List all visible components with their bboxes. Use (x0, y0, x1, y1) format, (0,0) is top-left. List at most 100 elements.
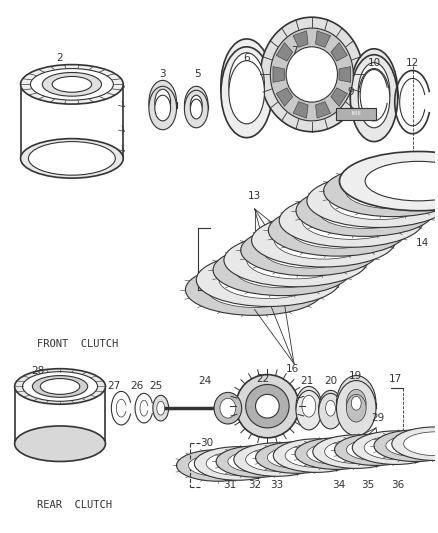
Ellipse shape (255, 442, 339, 473)
Text: 26: 26 (131, 382, 144, 391)
Ellipse shape (32, 376, 88, 397)
Ellipse shape (392, 427, 438, 461)
Ellipse shape (364, 436, 427, 459)
Ellipse shape (274, 222, 373, 259)
Text: 12: 12 (406, 58, 419, 68)
Ellipse shape (191, 95, 202, 115)
Ellipse shape (21, 64, 123, 104)
Text: 13: 13 (248, 191, 261, 201)
Ellipse shape (358, 69, 390, 128)
Ellipse shape (335, 434, 417, 465)
Polygon shape (273, 67, 285, 83)
Ellipse shape (329, 182, 428, 220)
Ellipse shape (14, 426, 106, 462)
Text: 15: 15 (379, 171, 392, 181)
Ellipse shape (184, 90, 208, 128)
Ellipse shape (184, 86, 208, 124)
Text: 3: 3 (159, 69, 166, 79)
Ellipse shape (358, 62, 390, 122)
Ellipse shape (296, 185, 434, 237)
Text: FRONT  CLUTCH: FRONT CLUTCH (37, 339, 119, 349)
Polygon shape (276, 88, 293, 106)
Ellipse shape (220, 398, 236, 418)
Text: 14: 14 (416, 238, 429, 248)
Ellipse shape (40, 378, 80, 394)
Ellipse shape (191, 99, 202, 119)
Text: 31: 31 (223, 480, 237, 490)
Ellipse shape (22, 372, 98, 401)
Text: 7: 7 (291, 46, 297, 56)
Text: 33: 33 (271, 480, 284, 490)
Ellipse shape (352, 431, 438, 464)
Text: 17: 17 (389, 374, 403, 384)
Ellipse shape (246, 384, 289, 428)
Ellipse shape (339, 151, 438, 211)
Ellipse shape (153, 395, 169, 421)
Ellipse shape (236, 404, 299, 424)
Ellipse shape (313, 435, 400, 469)
Ellipse shape (296, 390, 321, 430)
Ellipse shape (196, 253, 340, 306)
Ellipse shape (52, 76, 92, 92)
Ellipse shape (336, 381, 376, 436)
Ellipse shape (214, 392, 242, 424)
Text: 25: 25 (149, 382, 162, 391)
Polygon shape (276, 43, 293, 61)
Polygon shape (315, 102, 331, 118)
Ellipse shape (268, 205, 406, 256)
Text: 34: 34 (332, 480, 345, 490)
Ellipse shape (318, 193, 413, 229)
Ellipse shape (224, 233, 368, 287)
Ellipse shape (235, 252, 329, 288)
Ellipse shape (149, 80, 177, 124)
Ellipse shape (207, 272, 302, 308)
Ellipse shape (262, 232, 357, 268)
Ellipse shape (386, 435, 438, 457)
Ellipse shape (21, 139, 123, 178)
Ellipse shape (273, 439, 360, 472)
Ellipse shape (296, 386, 321, 426)
Ellipse shape (255, 394, 279, 418)
Ellipse shape (270, 28, 353, 121)
Ellipse shape (246, 448, 309, 471)
Ellipse shape (351, 397, 361, 410)
Ellipse shape (236, 375, 299, 438)
Ellipse shape (157, 401, 165, 415)
Text: IIIIII: IIIIII (351, 111, 361, 116)
Ellipse shape (324, 165, 438, 216)
Ellipse shape (346, 439, 406, 461)
Text: 6: 6 (244, 53, 250, 63)
Polygon shape (331, 88, 347, 106)
Ellipse shape (155, 89, 171, 115)
Ellipse shape (374, 430, 438, 462)
Text: REAR  CLUTCH: REAR CLUTCH (37, 500, 112, 510)
Ellipse shape (14, 369, 106, 404)
Polygon shape (331, 43, 347, 61)
Ellipse shape (404, 432, 438, 456)
Text: 30: 30 (201, 438, 214, 448)
Ellipse shape (219, 261, 318, 298)
Text: 24: 24 (198, 376, 212, 385)
Ellipse shape (302, 202, 401, 239)
Ellipse shape (42, 72, 102, 96)
Ellipse shape (30, 69, 113, 100)
Ellipse shape (319, 390, 343, 426)
Ellipse shape (285, 444, 348, 467)
Ellipse shape (206, 451, 269, 475)
Text: 28: 28 (32, 366, 45, 376)
Text: 16: 16 (286, 364, 299, 374)
Ellipse shape (216, 446, 299, 477)
Text: 35: 35 (361, 480, 375, 490)
Text: 20: 20 (324, 376, 337, 385)
Ellipse shape (229, 61, 265, 124)
Ellipse shape (295, 438, 378, 470)
Polygon shape (339, 67, 351, 83)
Ellipse shape (177, 450, 259, 481)
Ellipse shape (346, 390, 366, 417)
Ellipse shape (234, 443, 321, 477)
Ellipse shape (185, 264, 324, 316)
Ellipse shape (365, 161, 438, 201)
Ellipse shape (307, 443, 366, 464)
Ellipse shape (221, 47, 272, 138)
Ellipse shape (221, 39, 272, 130)
